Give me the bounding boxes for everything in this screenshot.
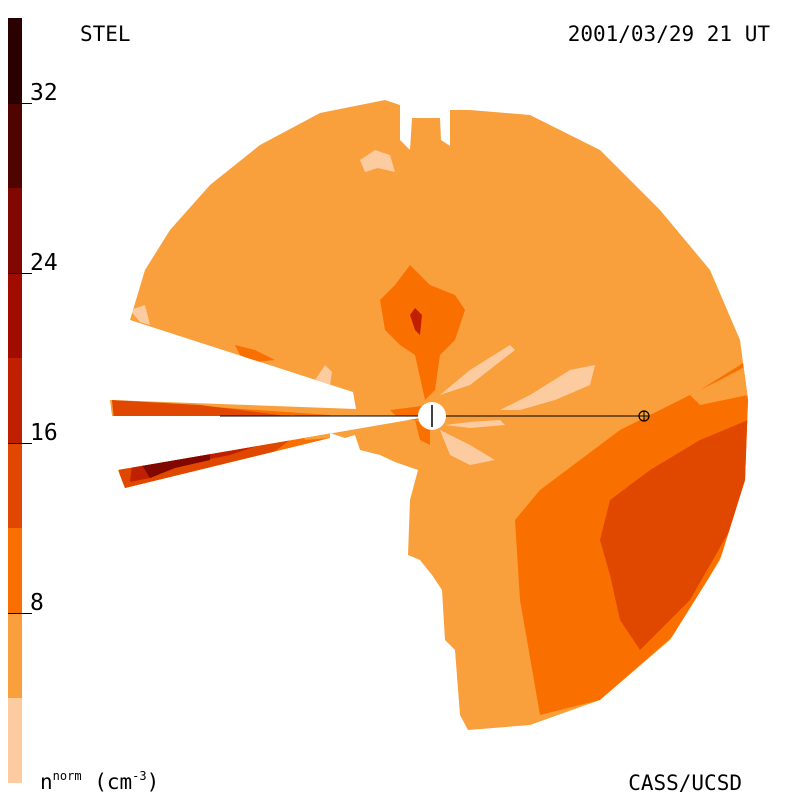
- colorbar-band: [8, 698, 22, 783]
- unit-close: ): [146, 770, 160, 794]
- colorbar-band: [8, 18, 22, 103]
- transition-region: [690, 365, 748, 405]
- unit-superscript: norm: [52, 769, 82, 783]
- wedge-edge: [290, 415, 330, 440]
- low-density-patch: [360, 150, 395, 172]
- colorbar-tick-mark: [8, 273, 32, 274]
- moderate-density-patch: [235, 345, 275, 362]
- colorbar-tick-mark: [8, 443, 32, 444]
- unit-main: n: [40, 770, 53, 794]
- low-density-streak: [440, 430, 495, 465]
- colorbar-band: [8, 613, 22, 698]
- colorbar-band: [8, 528, 22, 613]
- colorbar-band: [8, 358, 22, 443]
- timestamp-label: 2001/03/29 21 UT: [567, 22, 770, 46]
- colorbar-band: [8, 273, 22, 358]
- low-density-patch: [130, 305, 150, 325]
- colorbar: [8, 18, 22, 783]
- central-peak: [410, 308, 422, 335]
- colorbar-band: [8, 443, 22, 528]
- station-label: STEL: [80, 22, 131, 46]
- low-density-patch: [315, 365, 332, 385]
- colorbar-tick-label: 16: [30, 420, 58, 446]
- colorbar-tick-mark: [8, 613, 32, 614]
- colorbar-band: [8, 103, 22, 188]
- colorbar-tick-label: 32: [30, 80, 58, 106]
- colorbar-tick-label: 8: [30, 590, 44, 616]
- unit-paren: (cm: [94, 770, 133, 794]
- low-density-streak: [445, 420, 505, 428]
- colorbar-tick-label: 24: [30, 250, 58, 276]
- credit-label: CASS/UCSD: [628, 771, 742, 795]
- colorbar-band: [8, 188, 22, 273]
- colorbar-tick-mark: [8, 103, 32, 104]
- peak-density-region: [600, 420, 748, 650]
- low-density-streak: [440, 345, 515, 395]
- unit-exponent: -3: [132, 769, 147, 783]
- central-plume: [380, 265, 465, 400]
- colorbar-unit-label: nnorm (cm-3): [40, 770, 159, 793]
- low-density-streak: [500, 365, 595, 410]
